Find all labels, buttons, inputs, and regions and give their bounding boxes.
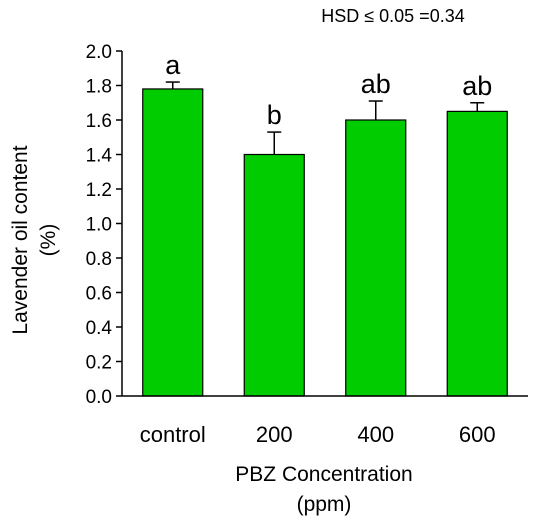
y-tick-label: 0.6: [86, 284, 112, 305]
y-tick-label: 0.2: [86, 353, 112, 374]
x-category-label-400: 400: [357, 422, 394, 447]
y-tick-label: 0.0: [86, 387, 112, 408]
y-tick-label: 1.0: [86, 215, 112, 236]
error-bar-200: [267, 131, 282, 155]
y-axis-title-line-2: (%): [37, 224, 60, 257]
bar-400: [345, 119, 407, 397]
x-axis-categories: control 200 400 600: [140, 422, 496, 447]
y-tick-label: 1.8: [86, 77, 112, 98]
significance-letter-400: ab: [361, 69, 391, 99]
error-bar-400: [368, 100, 383, 120]
y-tick-label: 0.4: [86, 318, 113, 339]
hsd-annotation: HSD ≤ 0.05 =0.34: [321, 6, 464, 26]
y-tick-label: 0.8: [86, 249, 112, 270]
x-axis-title-line-1: PBZ Concentration: [235, 463, 412, 486]
x-category-label-200: 200: [256, 422, 293, 447]
bars: [142, 88, 508, 397]
y-axis-title: Lavender oil content (%): [9, 145, 60, 334]
x-category-label-control: control: [140, 422, 206, 447]
x-category-label-600: 600: [459, 422, 496, 447]
y-tick-label: 2.0: [86, 42, 112, 63]
significance-letter-600: ab: [462, 71, 492, 101]
significance-letter-control: a: [165, 50, 181, 80]
bar-600: [446, 110, 508, 397]
y-tick-label: 1.4: [86, 146, 113, 167]
error-bar-600: [470, 102, 485, 112]
y-tick-label: 1.6: [86, 111, 112, 132]
y-axis-title-line-1: Lavender oil content: [9, 145, 32, 334]
bar-control: [142, 88, 204, 397]
y-tick-label: 1.2: [86, 180, 112, 201]
error-bar-control: [165, 81, 180, 89]
x-axis-title-line-2: (ppm): [297, 493, 352, 516]
y-axis-ticks: 0.0 0.2 0.4 0.6 0.8 1.0 1.2 1.4 1.6 1.8 2.0: [86, 42, 122, 408]
error-bars: [165, 81, 485, 155]
bar-200: [243, 153, 305, 397]
significance-letter-200: b: [267, 100, 282, 130]
